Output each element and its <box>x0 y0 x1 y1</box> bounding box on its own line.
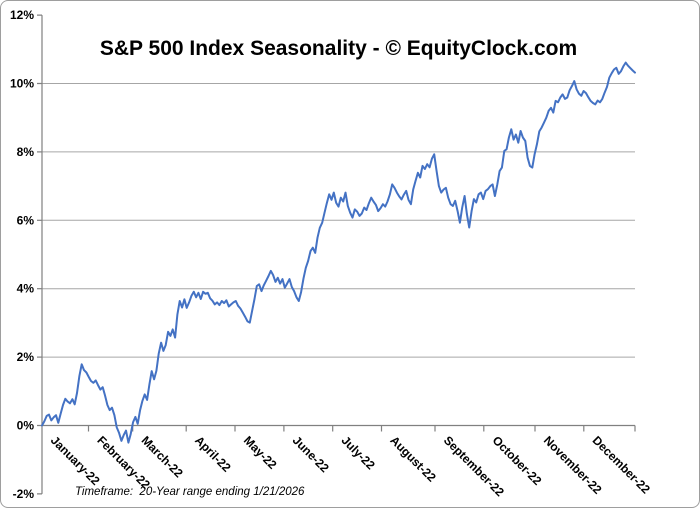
y-axis-label: 0% <box>17 419 35 433</box>
x-axis-label: January-22 <box>48 433 103 488</box>
x-axis-label: May-22 <box>241 433 280 472</box>
y-axis-label: 8% <box>17 145 35 159</box>
y-axis-label: 6% <box>17 213 35 227</box>
x-axis-label: August-22 <box>387 433 439 485</box>
series-line <box>41 61 636 444</box>
timeframe-note: Timeframe: 20-Year range ending 1/21/202… <box>75 486 305 498</box>
x-axis-label: April-22 <box>192 433 234 475</box>
y-axis-label: 12% <box>10 8 34 22</box>
chart-title: S&P 500 Index Seasonality - © EquityCloc… <box>99 37 578 60</box>
y-axis-label: 10% <box>10 77 34 91</box>
x-axis-label: June-22 <box>290 433 332 475</box>
y-axis-label: -2% <box>13 487 35 501</box>
y-axis-label: 4% <box>17 282 35 296</box>
x-axis-label: July-22 <box>339 433 378 472</box>
y-axis-label: 2% <box>17 350 35 364</box>
